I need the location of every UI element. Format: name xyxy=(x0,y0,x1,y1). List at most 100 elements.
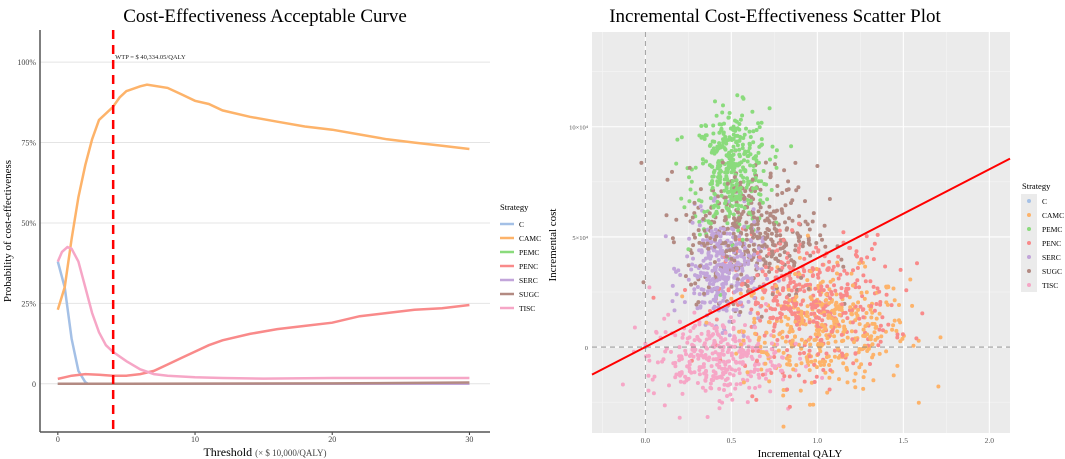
scatter-point-camc xyxy=(792,298,797,303)
scatter-point-sugc xyxy=(815,164,820,168)
scatter-point-camc xyxy=(738,291,743,296)
scatter-point-camc xyxy=(936,384,941,389)
scatter-point-sugc xyxy=(779,208,784,213)
legend-label: SUGC xyxy=(1042,267,1062,276)
scatter-point-pemc xyxy=(731,144,736,149)
scatter-point-tisc xyxy=(745,335,750,340)
scatter-point-camc xyxy=(808,342,813,347)
scatter-point-sugc xyxy=(696,228,701,233)
scatter-point-tisc xyxy=(723,330,728,335)
scatter-point-serc xyxy=(734,266,739,271)
scatter-point-penc xyxy=(796,309,801,314)
wtp-line xyxy=(591,157,1011,376)
scatter-point-serc xyxy=(699,287,704,292)
scatter-point-serc xyxy=(725,263,729,268)
scatter-point-penc xyxy=(802,268,806,273)
scatter-point-tisc xyxy=(729,315,733,320)
scatter-point-tisc xyxy=(696,337,701,342)
scatter-point-penc xyxy=(830,292,834,297)
scatter-point-penc xyxy=(871,284,876,289)
scatter-point-serc xyxy=(715,271,719,276)
scatter-point-pemc xyxy=(716,175,720,180)
scatter-point-camc xyxy=(797,272,802,277)
scatter-point-sugc xyxy=(689,251,694,256)
scatter-point-camc xyxy=(837,312,842,317)
scatter-point-camc xyxy=(752,316,757,321)
scatter-point-sugc xyxy=(796,185,801,190)
scatter-point-pemc xyxy=(744,126,748,131)
scatter-point-tisc xyxy=(710,323,714,328)
legend-label: CAMC xyxy=(1042,211,1064,220)
scatter-point-pemc xyxy=(726,115,731,120)
scatter-point-camc xyxy=(771,334,776,339)
scatter-point-tisc xyxy=(663,349,668,354)
scatter-point-tisc xyxy=(692,338,697,343)
legend-label: CAMC xyxy=(519,234,541,243)
scatter-point-tisc xyxy=(709,364,714,369)
scatter-point-serc xyxy=(748,311,753,315)
scatter-point-penc xyxy=(764,308,769,313)
scatter-point-penc xyxy=(762,290,767,295)
scatter-point-pemc xyxy=(773,154,778,159)
scatter-point-sugc xyxy=(765,227,770,231)
scatter-point-camc xyxy=(871,378,876,383)
scatter-point-pemc xyxy=(748,163,753,168)
scatter-point-camc xyxy=(863,334,867,339)
scatter-point-penc xyxy=(804,251,809,256)
legend-key-c xyxy=(1027,199,1031,203)
scatter-point-serc xyxy=(725,267,730,272)
scatter-point-pemc xyxy=(735,93,740,98)
scatter-point-pemc xyxy=(688,187,693,192)
scatter-point-serc xyxy=(742,259,747,264)
scatter-point-tisc xyxy=(685,340,690,345)
scatter-point-tisc xyxy=(770,363,775,368)
scatter-point-camc xyxy=(764,330,769,335)
scatter-point-penc xyxy=(763,273,768,278)
scatter-point-sugc xyxy=(742,196,746,201)
scatter-point-serc xyxy=(718,226,723,231)
scatter-point-sugc xyxy=(724,249,729,254)
scatter-point-camc xyxy=(814,365,819,370)
scatter-point-serc xyxy=(737,313,742,317)
scatter-point-camc xyxy=(837,377,841,382)
scatter-point-camc xyxy=(759,350,764,354)
scatter-point-serc xyxy=(735,254,740,259)
scatter-point-sugc xyxy=(696,300,701,305)
scatter-point-serc xyxy=(724,258,729,262)
scatter-point-camc xyxy=(826,354,831,359)
scatter-point-pemc xyxy=(727,150,732,155)
scatter-point-penc xyxy=(780,288,785,293)
scatter-point-camc xyxy=(823,370,828,375)
scatter-point-sugc xyxy=(723,215,728,220)
scatter-point-penc xyxy=(822,313,827,317)
scatter-point-penc xyxy=(777,292,782,297)
scatter-point-camc xyxy=(786,287,791,292)
scatter-point-pemc xyxy=(747,211,752,216)
scatter-point-camc xyxy=(892,318,897,323)
scatter-point-camc xyxy=(832,354,837,359)
scatter-point-serc xyxy=(728,261,732,266)
scatter-point-pemc xyxy=(722,146,727,151)
scatter-point-sugc xyxy=(752,249,757,254)
scatter-point-pemc xyxy=(687,199,692,204)
scatter-point-penc xyxy=(714,317,719,322)
scatter-point-serc xyxy=(742,224,747,229)
scatter-point-penc xyxy=(792,285,797,290)
scatter-point-tisc xyxy=(726,383,731,388)
scatter-point-pemc xyxy=(727,111,732,115)
scatter-point-camc xyxy=(873,337,878,342)
scatter-point-pemc xyxy=(733,128,738,133)
scatter-point-sugc xyxy=(790,218,795,223)
scatter-point-camc xyxy=(779,319,784,324)
scatter-point-pemc xyxy=(757,144,762,149)
scatter-point-penc xyxy=(848,245,853,250)
scatter-point-camc xyxy=(790,338,795,343)
scatter-point-penc xyxy=(817,309,821,314)
scatter-point-sugc xyxy=(758,231,763,236)
scatter-point-tisc xyxy=(733,368,738,373)
scatter-point-pemc xyxy=(741,179,746,184)
scatter-point-penc xyxy=(651,295,656,300)
scatter-point-penc xyxy=(811,273,815,278)
scatter-point-penc xyxy=(857,285,862,290)
scatter-point-penc xyxy=(757,255,762,260)
